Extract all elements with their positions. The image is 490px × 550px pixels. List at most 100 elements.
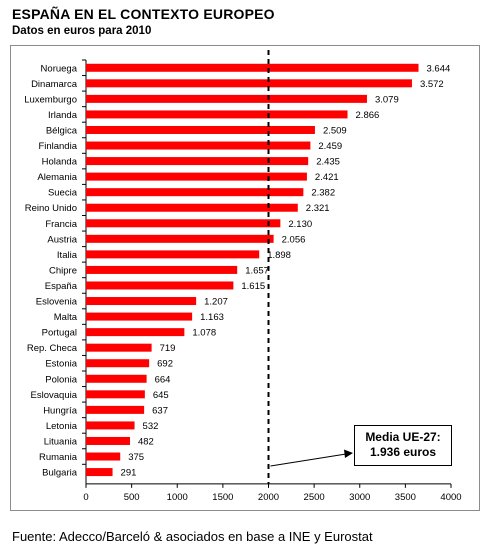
x-tick-label: 500: [124, 492, 140, 503]
value-label: 664: [155, 374, 171, 385]
bar: [86, 234, 274, 243]
value-label: 1.078: [192, 328, 216, 339]
category-label: Hungría: [43, 405, 78, 416]
x-tick-label: 1000: [167, 492, 188, 503]
category-label: Suecia: [48, 188, 78, 199]
bar: [86, 79, 412, 88]
category-label: Alemania: [37, 172, 77, 183]
bar: [86, 141, 311, 150]
value-label: 532: [143, 421, 159, 432]
category-label: Bélgica: [46, 125, 78, 136]
chart-subtitle: Datos en euros para 2010: [12, 25, 152, 37]
category-label: Noruega: [41, 63, 78, 74]
category-label: Luxemburgo: [24, 94, 77, 105]
value-label: 2.866: [356, 110, 380, 121]
category-label: Holanda: [42, 157, 78, 168]
bar: [86, 219, 281, 228]
bar: [86, 281, 234, 290]
bar: [86, 405, 145, 414]
bar: [86, 312, 193, 321]
value-label: 291: [121, 468, 137, 479]
bar: [86, 250, 260, 259]
category-label: Finlandia: [38, 141, 77, 152]
bar: [86, 265, 238, 274]
category-label: Italia: [57, 250, 78, 261]
value-label: 2.056: [282, 234, 306, 245]
value-label: 3.644: [427, 63, 451, 74]
value-label: 1.657: [245, 265, 269, 276]
x-tick-label: 4000: [440, 492, 461, 503]
bar: [86, 63, 419, 72]
bar: [86, 203, 298, 212]
value-label: 2.130: [288, 219, 312, 230]
chart-title: ESPAÑA EN EL CONTEXTO EUROPEO: [12, 6, 275, 22]
bar: [86, 125, 315, 134]
category-label: Lituania: [44, 436, 78, 447]
category-label: Reino Unido: [25, 203, 77, 214]
annotation-line-1: Media UE-27:: [365, 430, 441, 444]
annotation-arrow-line: [270, 453, 347, 467]
value-label: 719: [160, 343, 176, 354]
bar: [86, 390, 145, 399]
category-label: Eslovaquia: [31, 390, 78, 401]
x-tick-label: 3000: [349, 492, 370, 503]
value-label: 1.207: [204, 297, 228, 308]
category-label: Austria: [47, 234, 77, 245]
bar: [86, 359, 150, 368]
bar: [86, 172, 307, 181]
category-label: Eslovenia: [36, 297, 78, 308]
x-tick-label: 2000: [258, 492, 279, 503]
bar: [86, 436, 130, 445]
category-label: Dinamarca: [31, 79, 78, 90]
value-label: 375: [128, 452, 144, 463]
value-label: 2.435: [316, 157, 340, 168]
value-label: 1.163: [200, 312, 224, 323]
x-tick-label: 2500: [304, 492, 325, 503]
bar: [86, 157, 309, 166]
bar: [86, 374, 147, 383]
value-label: 2.459: [318, 141, 342, 152]
category-label: Bulgaria: [42, 468, 78, 479]
category-label: Francia: [45, 219, 77, 230]
bar: [86, 343, 152, 352]
annotation-arrow-head: [344, 449, 353, 458]
bar: [86, 110, 348, 119]
category-label: España: [45, 281, 78, 292]
category-label: Letonia: [46, 421, 78, 432]
category-label: Rumania: [39, 452, 78, 463]
x-tick-label: 3500: [395, 492, 416, 503]
bar: [86, 94, 367, 103]
value-label: 3.079: [375, 94, 399, 105]
value-label: 3.572: [420, 79, 444, 90]
category-label: Chipre: [49, 265, 77, 276]
bar: [86, 421, 135, 430]
x-tick-label: 0: [83, 492, 88, 503]
bar: [86, 328, 185, 337]
value-label: 637: [152, 405, 168, 416]
value-label: 1.615: [241, 281, 265, 292]
source-note: Fuente: Adecco/Barceló & asociados en ba…: [12, 529, 373, 544]
eu-average-annotation: Media UE-27: 1.936 euros: [354, 425, 452, 466]
chart-frame: [10, 45, 480, 511]
x-tick-label: 1500: [212, 492, 233, 503]
bar: [86, 188, 304, 197]
category-label: Estonia: [45, 359, 77, 370]
value-label: 692: [157, 359, 173, 370]
category-label: Irlanda: [48, 110, 78, 121]
value-label: 645: [153, 390, 169, 401]
category-label: Portugal: [42, 328, 77, 339]
bar: [86, 468, 113, 477]
category-label: Malta: [54, 312, 78, 323]
value-label: 2.321: [306, 203, 330, 214]
value-label: 1.898: [267, 250, 291, 261]
category-label: Rep. Checa: [27, 343, 78, 354]
value-label: 2.421: [315, 172, 339, 183]
category-label: Polonia: [45, 374, 77, 385]
value-label: 2.509: [323, 125, 347, 136]
bar: [86, 297, 197, 306]
value-label: 2.382: [311, 188, 335, 199]
value-label: 482: [138, 436, 154, 447]
annotation-line-2: 1.936 euros: [369, 445, 437, 459]
bar: [86, 452, 121, 461]
